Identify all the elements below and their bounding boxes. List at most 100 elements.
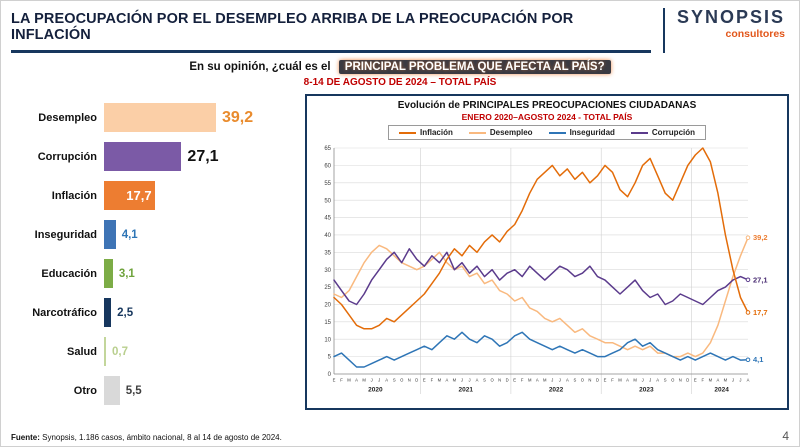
series-line-0	[333, 147, 749, 330]
year-label: 2020	[368, 387, 383, 394]
bar-row: Salud 0,7	[7, 332, 299, 371]
bar-track: 5,5	[104, 376, 299, 405]
y-tick-label: 45	[324, 216, 331, 222]
month-letter: J	[468, 378, 470, 383]
y-tick-label: 65	[324, 146, 331, 152]
series-end-marker	[745, 235, 751, 241]
month-letter: E	[694, 378, 697, 383]
y-tick-label: 30	[324, 268, 331, 274]
y-tick-label: 55	[324, 181, 331, 187]
month-letter: J	[649, 378, 651, 383]
month-letter: A	[656, 378, 659, 383]
bar-track: 17,7	[104, 181, 299, 210]
question-highlight: PRINCIPAL PROBLEMA QUE AFECTA AL PAÍS?	[338, 60, 611, 74]
bar-row: Inseguridad 4,1	[7, 215, 299, 254]
month-letter: S	[573, 378, 576, 383]
synopsis-logo: SYNOPSIS consultores	[662, 7, 787, 53]
line-chart-panel: Evolución de PRINCIPALES PREOCUPACIONES …	[305, 94, 789, 410]
month-letter: M	[633, 378, 637, 383]
y-tick-label: 25	[324, 285, 331, 291]
bar-value: 2,5	[117, 306, 134, 319]
month-letter: E	[513, 378, 516, 383]
series-end-label: 27,1	[753, 275, 768, 284]
month-letter: J	[732, 378, 734, 383]
bar	[104, 376, 120, 405]
source-note: Fuente: Synopsis, 1.186 casos, ámbito na…	[11, 433, 282, 442]
month-letter: D	[506, 378, 509, 383]
line-chart-subtitle: ENERO 2020–AGOSTO 2024 - TOTAL PAÍS	[461, 112, 633, 122]
legend-item: Inflación	[398, 128, 453, 137]
month-letter: F	[702, 378, 705, 383]
source-text: Synopsis, 1.186 casos, ámbito nacional, …	[39, 433, 282, 442]
series-end-label: 39,2	[753, 233, 768, 242]
month-letter: S	[393, 378, 396, 383]
month-letter: M	[724, 378, 728, 383]
month-letter: F	[611, 378, 614, 383]
month-letter: M	[618, 378, 622, 383]
month-letter: A	[476, 378, 479, 383]
legend-item: Desempleo	[468, 128, 533, 137]
bar-row: Otro 5,5	[7, 371, 299, 410]
month-letter: O	[671, 378, 675, 383]
main-content: Desempleo 39,2 Corrupción 27,1 Inflación 17,7…	[1, 88, 799, 410]
survey-question: En su opinión, ¿cuál es el PRINCIPAL PRO…	[1, 60, 799, 74]
bar-row: Narcotráfico 2,5	[7, 293, 299, 332]
bar-chart: Desempleo 39,2 Corrupción 27,1 Inflación 17,7…	[7, 94, 299, 410]
date-line: 8-14 DE AGOSTO DE 2024 – TOTAL PAÍS	[303, 77, 497, 88]
page-number: 4	[782, 429, 789, 443]
y-tick-label: 5	[328, 355, 332, 361]
month-letter: S	[664, 378, 667, 383]
month-letter: D	[686, 378, 689, 383]
year-label: 2024	[714, 387, 729, 394]
y-tick-label: 40	[324, 233, 331, 239]
y-tick-label: 0	[328, 372, 332, 378]
bar-track: 2,5	[104, 298, 299, 327]
bar-value: 39,2	[222, 108, 254, 126]
month-letter: M	[347, 378, 351, 383]
month-letter: M	[453, 378, 457, 383]
logo-name: SYNOPSIS	[676, 7, 785, 27]
legend-item: Inseguridad	[548, 128, 615, 137]
question-prefix: En su opinión, ¿cuál es el	[189, 61, 331, 73]
bar-track: 39,2	[104, 103, 299, 132]
month-letter: S	[483, 378, 486, 383]
bar-category-label: Inflación	[51, 189, 97, 202]
bar-category-label: Narcotráfico	[32, 306, 97, 319]
bar-row: Inflación 17,7	[7, 176, 299, 215]
bar-track: 3,1	[104, 259, 299, 288]
month-letter: F	[340, 378, 343, 383]
y-tick-label: 15	[324, 320, 331, 326]
month-letter: E	[333, 378, 336, 383]
month-letter: J	[642, 378, 644, 383]
month-letter: A	[716, 378, 719, 383]
month-letter: J	[739, 378, 741, 383]
title-wrap: LA PREOCUPACIÓN POR EL DESEMPLEO ARRIBA …	[11, 11, 651, 53]
bar-category-label: Desempleo	[38, 111, 97, 124]
month-letter: A	[747, 378, 750, 383]
series-end-label: 4,1	[753, 355, 763, 364]
series-end-marker	[745, 310, 751, 315]
year-label: 2022	[549, 387, 564, 394]
month-letter: O	[581, 378, 585, 383]
month-letter: A	[536, 378, 539, 383]
bar-value: 4,1	[121, 228, 138, 241]
chart-legend: Inflación Desempleo Inseguridad Corrupción	[387, 125, 707, 140]
month-letter: J	[378, 378, 380, 383]
page-title: LA PREOCUPACIÓN POR EL DESEMPLEO ARRIBA …	[11, 11, 574, 43]
series-end-marker	[745, 277, 751, 283]
legend-item: Corrupción	[630, 128, 695, 137]
bar-category-label: Otro	[73, 384, 97, 397]
month-letter: N	[588, 378, 591, 383]
bar	[104, 220, 116, 249]
bar-value: 27,1	[187, 147, 219, 165]
month-letter: N	[408, 378, 411, 383]
month-letter: M	[438, 378, 442, 383]
month-letter: M	[543, 378, 547, 383]
series-line-1	[333, 236, 749, 358]
month-letter: M	[528, 378, 532, 383]
y-tick-label: 50	[324, 198, 331, 204]
series-line-2	[333, 331, 749, 368]
bar-row: Educación 3,1	[7, 254, 299, 293]
